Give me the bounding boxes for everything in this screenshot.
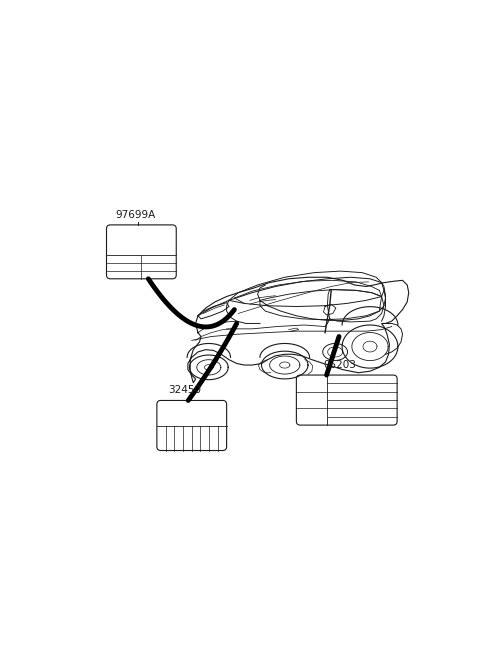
Text: 97699A: 97699A: [116, 210, 156, 219]
Text: 32450: 32450: [168, 385, 202, 395]
Text: 05203: 05203: [324, 360, 356, 369]
